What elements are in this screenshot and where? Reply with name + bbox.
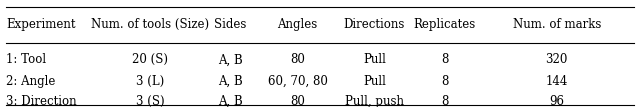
Text: Num. of marks: Num. of marks <box>513 18 601 31</box>
Text: 80: 80 <box>290 53 305 66</box>
Text: A, B: A, B <box>218 53 243 66</box>
Text: 8: 8 <box>441 75 449 88</box>
Text: A, B: A, B <box>218 95 243 107</box>
Text: Num. of tools (Size): Num. of tools (Size) <box>92 18 209 31</box>
Text: Pull: Pull <box>363 75 386 88</box>
Text: 144: 144 <box>546 75 568 88</box>
Text: Pull, push: Pull, push <box>345 95 404 107</box>
Text: 96: 96 <box>549 95 564 107</box>
Text: Angles: Angles <box>278 18 317 31</box>
Text: 320: 320 <box>546 53 568 66</box>
Text: 3: Direction: 3: Direction <box>6 95 77 107</box>
Text: 8: 8 <box>441 53 449 66</box>
Text: 8: 8 <box>441 95 449 107</box>
Text: Pull: Pull <box>363 53 386 66</box>
Text: Directions: Directions <box>344 18 405 31</box>
Text: 3 (S): 3 (S) <box>136 95 164 107</box>
Text: 20 (S): 20 (S) <box>132 53 168 66</box>
Text: Replicates: Replicates <box>413 18 476 31</box>
Text: 2: Angle: 2: Angle <box>6 75 56 88</box>
Text: 1: Tool: 1: Tool <box>6 53 47 66</box>
Text: Sides: Sides <box>214 18 246 31</box>
Text: Experiment: Experiment <box>6 18 76 31</box>
Text: 3 (L): 3 (L) <box>136 75 164 88</box>
Text: 80: 80 <box>290 95 305 107</box>
Text: A, B: A, B <box>218 75 243 88</box>
Text: 60, 70, 80: 60, 70, 80 <box>268 75 328 88</box>
